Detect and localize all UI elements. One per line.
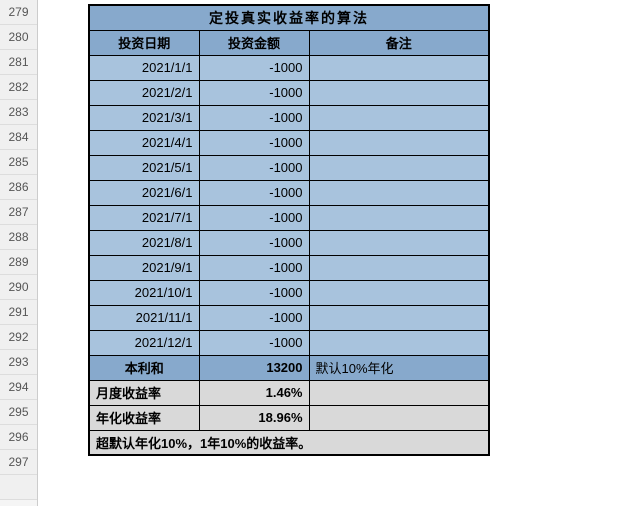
cell-note[interactable] [309,105,489,130]
cell-note[interactable] [309,280,489,305]
cell-note[interactable] [309,80,489,105]
table-row[interactable]: 2021/11/1-1000 [89,305,489,330]
sum-label: 本利和 [89,355,199,380]
table-row[interactable]: 2021/2/1-1000 [89,80,489,105]
row-number[interactable]: 285 [0,150,37,175]
cell-amount[interactable]: -1000 [199,105,309,130]
cell-note[interactable] [309,55,489,80]
cell-amount[interactable]: -1000 [199,330,309,355]
table-row[interactable]: 2021/5/1-1000 [89,155,489,180]
row-number[interactable]: 286 [0,175,37,200]
sum-note: 默认10%年化 [309,355,489,380]
table-row[interactable]: 2021/1/1-1000 [89,55,489,80]
row-number[interactable]: 280 [0,25,37,50]
monthly-note [309,380,489,405]
row-number[interactable]: 284 [0,125,37,150]
sum-value: 13200 [199,355,309,380]
cell-note[interactable] [309,155,489,180]
cell-amount[interactable]: -1000 [199,80,309,105]
row-number[interactable]: 281 [0,50,37,75]
cell-note[interactable] [309,205,489,230]
cell-amount[interactable]: -1000 [199,255,309,280]
row-number[interactable]: 297 [0,450,37,475]
table-header-row: 投资日期 投资金额 备注 [89,30,489,55]
row-number[interactable]: 279 [0,0,37,25]
col-header-amount: 投资金额 [199,30,309,55]
row-number[interactable] [0,475,37,500]
table-row[interactable]: 2021/3/1-1000 [89,105,489,130]
cell-date[interactable]: 2021/2/1 [89,80,199,105]
cell-amount[interactable]: -1000 [199,230,309,255]
table-row[interactable]: 2021/8/1-1000 [89,230,489,255]
cell-amount[interactable]: -1000 [199,155,309,180]
table-row[interactable]: 2021/12/1-1000 [89,330,489,355]
cell-amount[interactable]: -1000 [199,280,309,305]
annual-rate-row: 年化收益率 18.96% [89,405,489,430]
sum-row: 本利和 13200 默认10%年化 [89,355,489,380]
row-number[interactable]: 296 [0,425,37,450]
table-row[interactable]: 2021/9/1-1000 [89,255,489,280]
cell-amount[interactable]: -1000 [199,130,309,155]
cell-date[interactable]: 2021/5/1 [89,155,199,180]
table-row[interactable]: 2021/7/1-1000 [89,205,489,230]
cell-date[interactable]: 2021/11/1 [89,305,199,330]
row-number[interactable]: 289 [0,250,37,275]
table-row[interactable]: 2021/6/1-1000 [89,180,489,205]
cell-note[interactable] [309,330,489,355]
table-row[interactable]: 2021/4/1-1000 [89,130,489,155]
row-number-gutter: 2792802812822832842852862872882892902912… [0,0,38,506]
footer-row: 超默认年化10%，1年10%的收益率。 [89,430,489,455]
cell-date[interactable]: 2021/1/1 [89,55,199,80]
row-number[interactable]: 287 [0,200,37,225]
monthly-rate-row: 月度收益率 1.46% [89,380,489,405]
row-number[interactable]: 295 [0,400,37,425]
monthly-value: 1.46% [199,380,309,405]
cell-note[interactable] [309,255,489,280]
cell-date[interactable]: 2021/7/1 [89,205,199,230]
col-header-note: 备注 [309,30,489,55]
cell-date[interactable]: 2021/3/1 [89,105,199,130]
row-number[interactable]: 283 [0,100,37,125]
cell-note[interactable] [309,130,489,155]
cell-amount[interactable]: -1000 [199,180,309,205]
footer-text: 超默认年化10%，1年10%的收益率。 [89,430,489,455]
cell-note[interactable] [309,180,489,205]
cell-date[interactable]: 2021/9/1 [89,255,199,280]
cell-amount[interactable]: -1000 [199,55,309,80]
table-row[interactable]: 2021/10/1-1000 [89,280,489,305]
table-title-row: 定投真实收益率的算法 [89,5,489,30]
row-number[interactable]: 293 [0,350,37,375]
cell-date[interactable]: 2021/4/1 [89,130,199,155]
table-title: 定投真实收益率的算法 [89,5,489,30]
table-body: 2021/1/1-10002021/2/1-10002021/3/1-10002… [89,55,489,355]
investment-table: 定投真实收益率的算法 投资日期 投资金额 备注 2021/1/1-1000202… [88,4,490,456]
row-number[interactable]: 288 [0,225,37,250]
monthly-label: 月度收益率 [89,380,199,405]
row-number[interactable]: 282 [0,75,37,100]
cell-date[interactable]: 2021/12/1 [89,330,199,355]
annual-note [309,405,489,430]
row-number[interactable]: 292 [0,325,37,350]
annual-label: 年化收益率 [89,405,199,430]
sheet-area: 定投真实收益率的算法 投资日期 投资金额 备注 2021/1/1-1000202… [38,0,640,506]
cell-note[interactable] [309,230,489,255]
row-number[interactable]: 291 [0,300,37,325]
cell-amount[interactable]: -1000 [199,205,309,230]
annual-value: 18.96% [199,405,309,430]
cell-note[interactable] [309,305,489,330]
row-number[interactable]: 290 [0,275,37,300]
cell-amount[interactable]: -1000 [199,305,309,330]
blank-area [88,456,640,506]
col-header-date: 投资日期 [89,30,199,55]
cell-date[interactable]: 2021/8/1 [89,230,199,255]
row-number[interactable]: 294 [0,375,37,400]
cell-date[interactable]: 2021/6/1 [89,180,199,205]
cell-date[interactable]: 2021/10/1 [89,280,199,305]
